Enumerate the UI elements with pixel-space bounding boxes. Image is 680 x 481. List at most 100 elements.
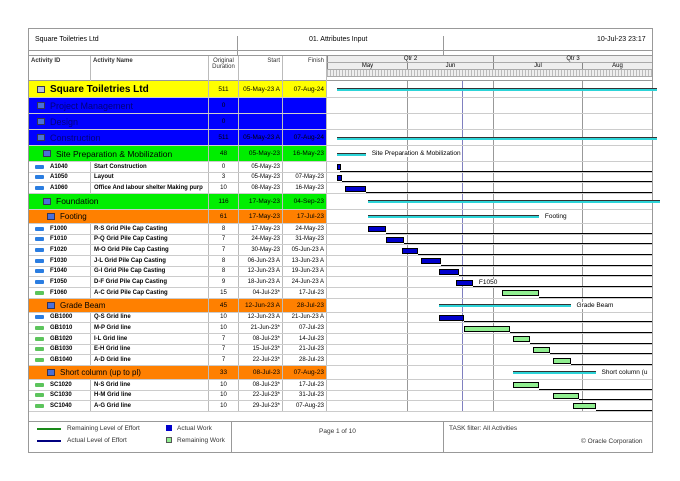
wbs-row[interactable]: Site Preparation & Mobilization 48 05-May-… bbox=[29, 146, 652, 162]
activity-icon bbox=[35, 226, 44, 231]
activity-row[interactable]: F1000 R-S Grid Pile Cap Casting 8 17-May-23… bbox=[29, 223, 652, 235]
gantt-row bbox=[327, 255, 652, 266]
actual-work-bar[interactable] bbox=[438, 268, 459, 275]
col-start[interactable]: Start bbox=[239, 56, 283, 82]
activity-row[interactable]: GB1000 Q-S Grid line 10 12-Jun-23 A 21-Jun-2… bbox=[29, 312, 652, 324]
activity-row[interactable]: F1040 G-I Grid Pile Cap Casting 8 12-Jun-23… bbox=[29, 266, 652, 278]
actual-work-bar[interactable] bbox=[345, 185, 366, 192]
bar-label: Grade Beam bbox=[576, 301, 614, 309]
dependency-line bbox=[386, 232, 652, 234]
start-date: 08-Jul-23* bbox=[252, 381, 280, 388]
remaining-work-bar[interactable] bbox=[533, 346, 551, 353]
col-activity-name[interactable]: Activity Name bbox=[91, 56, 209, 82]
activity-id: GB1000 bbox=[50, 314, 73, 321]
activity-row[interactable]: SC1020 N-S Grid line 10 08-Jul-23* 17-Jul-23 bbox=[29, 379, 652, 391]
activity-icon bbox=[35, 186, 44, 191]
actual-work-bar[interactable] bbox=[401, 247, 419, 254]
start-date: 08-Jul-23* bbox=[252, 335, 280, 342]
actual-work-bar[interactable] bbox=[421, 258, 442, 265]
activity-row[interactable]: F1030 J-L Grid Pile Cap Casting 8 06-Jun-23… bbox=[29, 255, 652, 267]
finish-date: 07-Aug-23 bbox=[293, 368, 324, 376]
wbs-row[interactable]: Short column (up to pl) 33 08-Jul-23 07-Aug… bbox=[29, 365, 652, 380]
activity-row[interactable]: F1050 D-F Grid Pile Cap Casting 9 18-Jun-23… bbox=[29, 277, 652, 288]
summary-bar[interactable] bbox=[438, 304, 571, 308]
activity-name: Square Toiletries Ltd bbox=[50, 83, 149, 95]
activity-row[interactable]: F1010 P-Q Grid Pile Cap Casting 7 24-May-23… bbox=[29, 234, 652, 246]
actual-work-bar[interactable] bbox=[368, 226, 387, 233]
legend-actual-loe: Actual Level of Effort bbox=[67, 437, 127, 444]
activity-row[interactable]: A1060 Office And labour shelter Making pu… bbox=[29, 183, 652, 194]
activity-name: H-M Grid line bbox=[94, 392, 132, 399]
duration: 10 bbox=[220, 314, 227, 321]
remaining-work-bar[interactable] bbox=[501, 290, 539, 297]
wbs-row[interactable]: Footing 61 17-May-23 17-Jul-23 Footing bbox=[29, 209, 652, 224]
start-date: 17-May-23 bbox=[251, 225, 280, 232]
col-finish[interactable]: Finish bbox=[283, 56, 327, 82]
wbs-row[interactable]: Foundation 116 17-May-23 04-Sep-23 bbox=[29, 193, 660, 210]
summary-bar[interactable] bbox=[337, 136, 657, 140]
actual-work-bar[interactable] bbox=[337, 174, 343, 181]
dependency-line bbox=[550, 353, 652, 355]
activity-id: F1010 bbox=[50, 236, 68, 243]
activity-name: E-H Grid line bbox=[94, 346, 131, 353]
quarter-2: Qtr 2 bbox=[327, 56, 493, 62]
duration: 7 bbox=[221, 357, 226, 364]
gantt-row bbox=[327, 183, 652, 193]
duration: 10 bbox=[220, 325, 227, 332]
activity-row[interactable]: A1040 Start Construction 0 05-May-23 bbox=[29, 162, 652, 173]
start-date: 12-Jun-23 A bbox=[247, 314, 280, 321]
col-duration[interactable]: Original Duration bbox=[209, 56, 239, 82]
activity-row[interactable]: SC1030 H-M Grid line 10 22-Jul-23* 31-Jul-23 bbox=[29, 390, 652, 402]
finish-date: 13-Jun-23 A bbox=[291, 257, 324, 264]
activity-name: Layout bbox=[94, 174, 114, 181]
timeline-header: Qtr 2 Qtr 3 May Jun Jul Aug bbox=[327, 56, 652, 82]
folder-icon bbox=[37, 85, 45, 93]
remaining-work-bar[interactable] bbox=[464, 325, 511, 332]
remaining-work-bar[interactable] bbox=[553, 357, 571, 364]
wbs-icon bbox=[37, 102, 45, 109]
wbs-row[interactable]: Design 0 bbox=[29, 114, 652, 130]
actual-work-bar[interactable] bbox=[337, 164, 342, 171]
wbs-row[interactable]: Square Toiletries Ltd 511 05-May-23 A 07-Au… bbox=[29, 81, 657, 98]
gantt-row bbox=[327, 333, 652, 344]
summary-bar[interactable] bbox=[368, 200, 660, 204]
remaining-work-bar[interactable] bbox=[553, 392, 580, 399]
duration: 116 bbox=[218, 197, 229, 205]
finish-date: 31-Jul-23 bbox=[298, 392, 324, 399]
wbs-row[interactable]: Grade Beam 45 12-Jun-23 A 28-Jul-23 Grade Be… bbox=[29, 298, 652, 313]
activity-row[interactable]: F1060 A-C Grid Pile Cap Casting 15 04-Jul-2… bbox=[29, 287, 652, 299]
actual-work-swatch bbox=[166, 425, 172, 431]
col-activity-id[interactable]: Activity ID bbox=[29, 56, 91, 82]
actual-work-bar[interactable] bbox=[455, 279, 473, 286]
wbs-row[interactable]: Construction 511 05-May-23 A 07-Aug-24 bbox=[29, 130, 657, 146]
activity-row[interactable]: SC1040 A-G Grid line 10 29-Jul-23* 07-Aug-23 bbox=[29, 401, 652, 412]
activity-row[interactable]: A1050 Layout 3 05-May-23 07-May-23 bbox=[29, 172, 652, 184]
summary-bar[interactable] bbox=[337, 88, 657, 91]
gantt-row: Short column (u bbox=[327, 365, 652, 379]
wbs-row[interactable]: Project Management 0 bbox=[29, 98, 652, 114]
activity-row[interactable]: GB1040 A-D Grid line 7 22-Jul-23* 28-Jul-23 bbox=[29, 355, 652, 366]
summary-bar[interactable] bbox=[513, 371, 596, 375]
activity-icon bbox=[35, 269, 44, 274]
remaining-work-bar[interactable] bbox=[513, 382, 539, 389]
summary-bar[interactable] bbox=[368, 215, 539, 219]
activity-row[interactable]: F1020 M-O Grid Pile Cap Casting 7 30-May-23… bbox=[29, 245, 652, 256]
remaining-loe-swatch bbox=[37, 428, 61, 430]
actual-work-bar[interactable] bbox=[386, 236, 405, 243]
start-date: 17-May-23 bbox=[248, 212, 280, 220]
activity-id: F1050 bbox=[50, 279, 68, 286]
actual-work-bar[interactable] bbox=[438, 314, 465, 321]
dependency-line bbox=[570, 363, 652, 365]
dependency-line bbox=[464, 321, 652, 323]
activity-row[interactable]: GB1020 I-L Grid line 7 08-Jul-23* 14-Jul-23 bbox=[29, 333, 652, 345]
activity-row[interactable]: GB1030 E-H Grid line 7 15-Jul-23* 21-Jul-23 bbox=[29, 344, 652, 356]
finish-date: 07-May-23 bbox=[295, 174, 324, 181]
remaining-work-bar[interactable] bbox=[573, 403, 596, 410]
wbs-icon bbox=[47, 212, 55, 220]
activity-row[interactable]: GB1010 M-P Grid line 10 21-Jun-23* 07-Jul-23 bbox=[29, 323, 652, 334]
remaining-work-bar[interactable] bbox=[513, 336, 531, 343]
finish-date: 21-Jun-23 A bbox=[291, 314, 324, 321]
summary-bar[interactable] bbox=[337, 152, 366, 156]
wbs-icon bbox=[47, 301, 55, 309]
duration: 8 bbox=[221, 257, 226, 264]
